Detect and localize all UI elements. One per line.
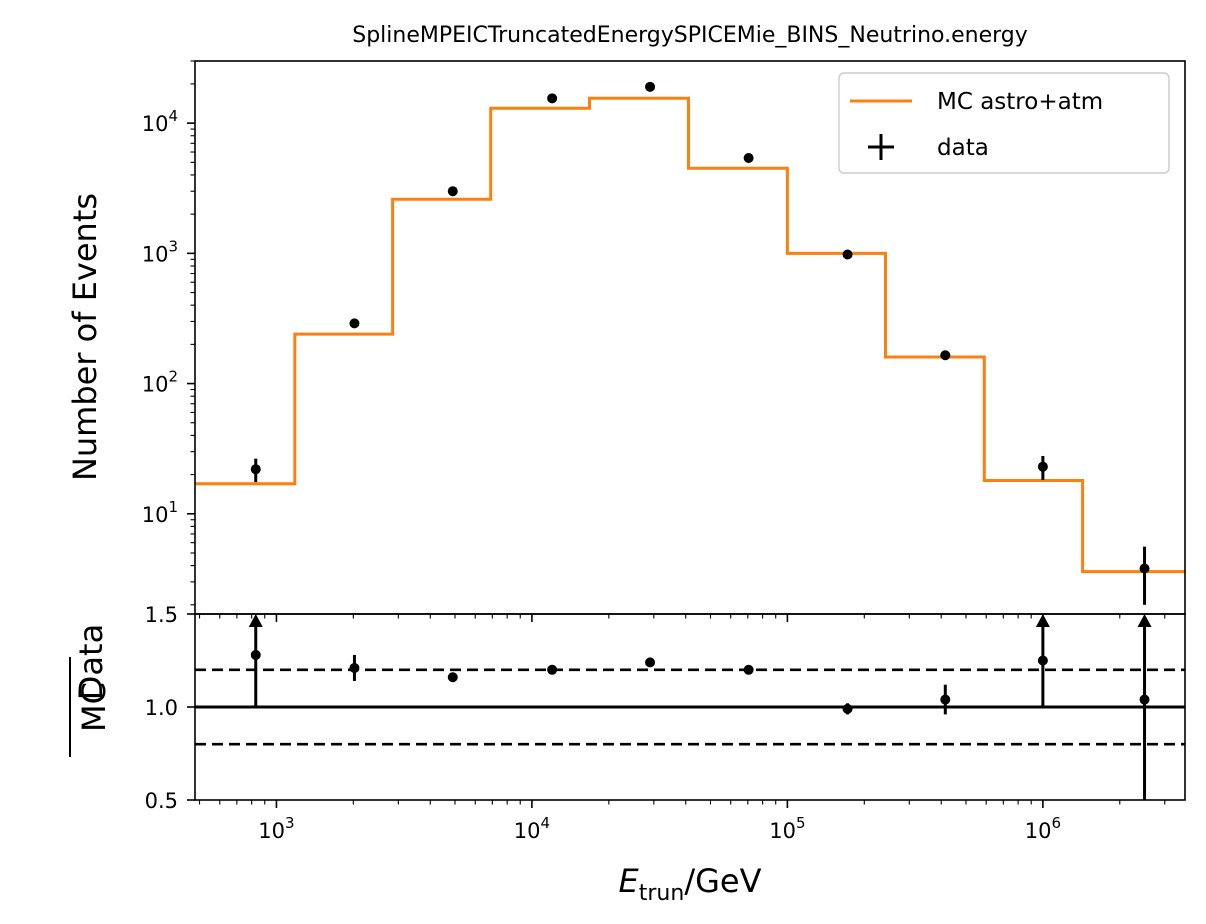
x-tick-label-base: 10 xyxy=(258,819,285,843)
y-tick-label-exponent: 4 xyxy=(168,107,178,125)
ratio-point xyxy=(250,649,261,660)
main-plot-layer xyxy=(195,81,1185,605)
x-tick-label-base: 10 xyxy=(514,819,541,843)
legend-mc-label: MC astro+atm xyxy=(937,89,1103,115)
y-tick-label-exponent: 3 xyxy=(168,237,178,255)
ratio-point xyxy=(1037,655,1048,666)
y-axis-label: Number of Events xyxy=(66,193,104,481)
y-tick-label: 101 xyxy=(142,498,178,527)
legend: MC astro+atm data xyxy=(838,72,1170,174)
ratio-plot-layer xyxy=(195,614,1185,800)
ratio-point xyxy=(645,657,656,668)
mc-step-histogram xyxy=(195,96,1185,574)
ratio-panel: 0.5 1.0 1.5 Data MC xyxy=(69,603,1186,813)
x-axis: 103 104 105 106 Etrun/GeV xyxy=(198,614,1166,906)
x-tick-label: 104 xyxy=(514,814,550,843)
y-tick-label-base: 10 xyxy=(142,112,169,136)
x-axis-label-subscript: trun xyxy=(639,881,685,906)
data-point xyxy=(940,350,951,361)
y-tick-label-exponent: 2 xyxy=(168,368,178,386)
ratio-y-tick-label: 0.5 xyxy=(145,789,178,813)
data-point xyxy=(1139,563,1150,574)
y-tick-label: 104 xyxy=(142,107,178,136)
y-tick-label-base: 10 xyxy=(142,503,169,527)
ratio-point xyxy=(842,703,853,714)
ratio-point xyxy=(1139,694,1150,705)
chart-title: SplineMPEICTruncatedEnergySPICEMie_BINS_… xyxy=(352,23,1028,48)
legend-box xyxy=(838,72,1170,174)
ratio-point xyxy=(547,664,558,675)
ratio-upper-arrow xyxy=(248,614,263,627)
x-tick-label-exponent: 6 xyxy=(1051,814,1061,832)
y-tick-label: 102 xyxy=(142,368,178,397)
ratio-ylabel-denominator: MC xyxy=(75,682,113,732)
y-tick-label: 103 xyxy=(142,237,178,266)
ratio-ylabel-numerator: Data xyxy=(72,624,110,700)
legend-data-label: data xyxy=(937,135,989,161)
data-point xyxy=(349,318,360,329)
data-point xyxy=(547,93,558,104)
y-tick-label-exponent: 1 xyxy=(168,498,178,516)
ratio-point xyxy=(447,672,458,683)
x-tick-label-base: 10 xyxy=(1025,819,1052,843)
data-point xyxy=(842,249,853,260)
x-tick-label: 105 xyxy=(769,814,805,843)
ratio-point xyxy=(743,664,754,675)
x-axis-label-unit: /GeV xyxy=(684,862,761,900)
y-tick-label-base: 10 xyxy=(142,242,169,266)
ratio-y-ticks: 0.5 1.0 1.5 xyxy=(145,603,195,813)
x-tick-label-exponent: 3 xyxy=(285,814,295,832)
data-point xyxy=(447,186,458,197)
x-tick-label-base: 10 xyxy=(769,819,796,843)
x-tick-label: 106 xyxy=(1025,814,1061,843)
ratio-point xyxy=(349,662,360,673)
x-ticks: 103 104 105 106 xyxy=(198,614,1166,843)
ratio-y-tick-label: 1.5 xyxy=(145,603,178,627)
data-point xyxy=(1037,461,1048,472)
data-point xyxy=(250,464,261,475)
data-point xyxy=(743,152,754,163)
x-axis-label-variable: E xyxy=(619,862,640,900)
y-tick-label-base: 10 xyxy=(142,373,169,397)
x-axis-label: Etrun/GeV xyxy=(619,862,762,906)
ratio-upper-arrow xyxy=(1137,614,1152,627)
ratio-point xyxy=(940,694,951,705)
data-point xyxy=(645,81,656,92)
x-tick-label-exponent: 5 xyxy=(796,814,806,832)
x-tick-label-exponent: 4 xyxy=(541,814,551,832)
ratio-y-tick-label: 1.0 xyxy=(145,696,178,720)
x-tick-label: 103 xyxy=(258,814,294,843)
